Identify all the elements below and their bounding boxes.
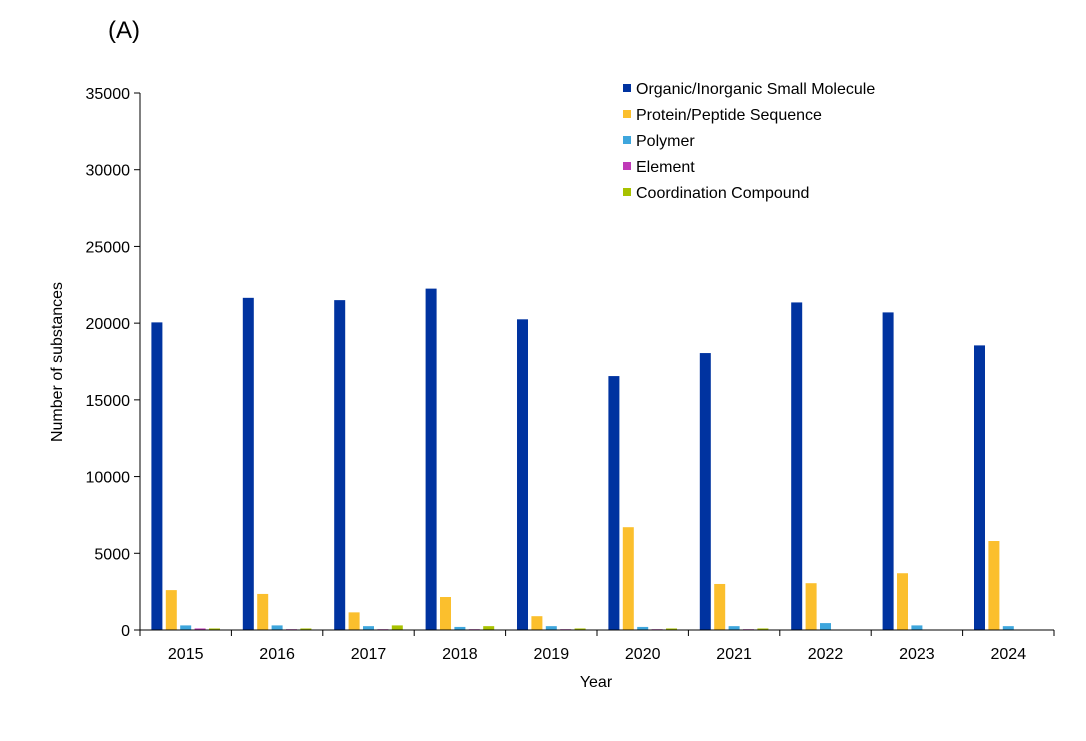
- y-tick-label: 20000: [86, 316, 131, 333]
- panel-label: (A): [108, 17, 140, 44]
- x-tick-label: 2019: [534, 646, 570, 663]
- x-tick-label: 2024: [991, 646, 1027, 663]
- legend-swatch: [623, 110, 631, 118]
- bar: [194, 628, 206, 630]
- bar: [334, 300, 346, 630]
- bar: [300, 628, 312, 630]
- bar: [151, 322, 163, 630]
- legend-swatch: [623, 188, 631, 196]
- bar: [454, 626, 466, 630]
- bar: [574, 628, 586, 630]
- legend-label: Polymer: [636, 133, 695, 150]
- bar: [257, 593, 269, 630]
- bar: [348, 612, 360, 630]
- bar: [180, 625, 192, 630]
- y-tick-label: 0: [121, 623, 130, 640]
- bar: [666, 628, 677, 630]
- x-tick-label: 2015: [168, 646, 204, 663]
- y-axis: 0 5000 10000 15000 20000 25000 30000 35000: [86, 86, 141, 640]
- legend-swatch: [623, 84, 631, 92]
- bar: [911, 625, 923, 630]
- bar: [242, 297, 254, 630]
- y-tick-label: 10000: [86, 470, 131, 487]
- bar: [699, 353, 711, 630]
- legend-label: Coordination Compound: [636, 185, 809, 202]
- legend-label: Organic/Inorganic Small Molecule: [636, 81, 875, 98]
- bar: [517, 319, 528, 630]
- bar: [805, 583, 817, 630]
- bar: [608, 376, 620, 630]
- bar: [271, 625, 283, 630]
- bar: [622, 527, 634, 630]
- bar: [483, 626, 495, 630]
- bar: [791, 302, 803, 630]
- x-tick-label: 2022: [808, 646, 844, 663]
- bar: [440, 597, 451, 630]
- bar: [988, 541, 1000, 630]
- y-tick-label: 30000: [86, 163, 131, 180]
- legend: Organic/Inorganic Small Molecule Protein/…: [623, 81, 875, 202]
- legend-swatch: [623, 162, 631, 170]
- x-tick-label: 2021: [716, 646, 752, 663]
- x-tick-label: 2023: [899, 646, 935, 663]
- bar: [165, 590, 177, 630]
- bar: [714, 583, 726, 630]
- legend-label: Element: [636, 159, 695, 176]
- x-tick-label: 2020: [625, 646, 661, 663]
- y-tick-label: 15000: [86, 393, 131, 410]
- bar: [545, 626, 557, 630]
- bar: [757, 628, 769, 630]
- bar: [974, 345, 985, 630]
- bar: [728, 626, 740, 630]
- x-tick-label: 2018: [442, 646, 478, 663]
- bar: [1002, 626, 1014, 630]
- y-tick-label: 5000: [94, 546, 130, 563]
- x-tick-label: 2017: [351, 646, 387, 663]
- bar: [391, 625, 403, 630]
- bar: [363, 626, 374, 630]
- bar: [531, 616, 543, 630]
- y-tick-label: 35000: [86, 86, 131, 103]
- bar: [820, 623, 831, 630]
- y-tick-label: 25000: [86, 239, 131, 256]
- bar: [637, 626, 649, 630]
- legend-label: Protein/Peptide Sequence: [636, 107, 822, 124]
- x-axis: 2015 2016 2017 2018 2019 2020 2021 2022 2023 2024: [139, 629, 1055, 663]
- x-axis-title: Year: [580, 674, 613, 691]
- legend-swatch: [623, 136, 631, 144]
- x-tick-label: 2016: [259, 646, 295, 663]
- bar: [425, 288, 437, 630]
- bar: [209, 628, 220, 630]
- bar: [897, 573, 908, 630]
- bar: [882, 312, 894, 630]
- y-axis-title: Number of substances: [49, 282, 66, 442]
- plot-area: [151, 288, 1043, 630]
